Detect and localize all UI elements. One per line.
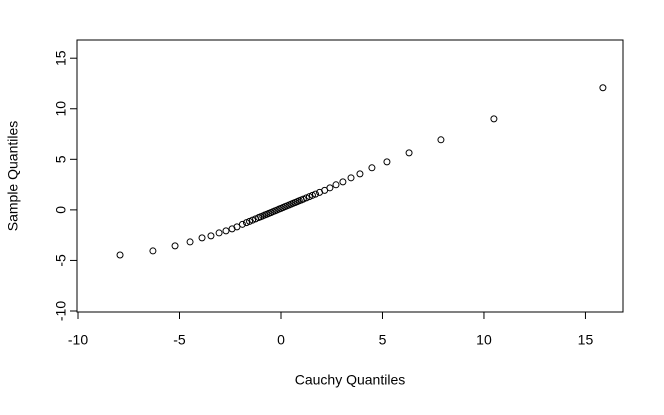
y-axis-label: Sample Quantiles (5, 121, 21, 232)
point (490, 115, 498, 123)
x-tick-label: -5 (173, 332, 186, 348)
point (326, 184, 334, 192)
x-tick-label: -10 (68, 332, 88, 348)
point (242, 219, 250, 227)
point (383, 158, 391, 166)
point (222, 227, 230, 235)
point (356, 170, 364, 178)
point (249, 216, 257, 224)
point (332, 181, 340, 189)
point (186, 238, 194, 246)
y-tick-label: -10 (53, 301, 69, 321)
x-tick-label: 15 (578, 332, 594, 348)
x-tick-label: 0 (277, 332, 285, 348)
point (198, 234, 206, 242)
point (311, 190, 319, 198)
y-tick-label: 0 (53, 206, 69, 214)
x-axis-label: Cauchy Quantiles (295, 372, 406, 388)
y-tick-label: 5 (53, 155, 69, 163)
point (347, 174, 355, 182)
plot-box (76, 39, 624, 313)
point (116, 251, 124, 259)
point (308, 191, 316, 199)
point (238, 220, 246, 228)
point (339, 178, 347, 186)
point (302, 194, 310, 202)
y-tick-label: 15 (53, 50, 69, 66)
y-tick-label: 10 (53, 101, 69, 117)
point (368, 164, 376, 172)
point (437, 136, 445, 144)
point (207, 232, 215, 240)
point (171, 242, 179, 250)
point (233, 223, 241, 231)
x-tick-label: 5 (379, 332, 387, 348)
point (405, 149, 413, 157)
point (599, 84, 607, 92)
y-tick-label: -5 (53, 254, 69, 267)
point (149, 247, 157, 255)
x-tick-label: 10 (476, 332, 492, 348)
point (215, 229, 223, 237)
